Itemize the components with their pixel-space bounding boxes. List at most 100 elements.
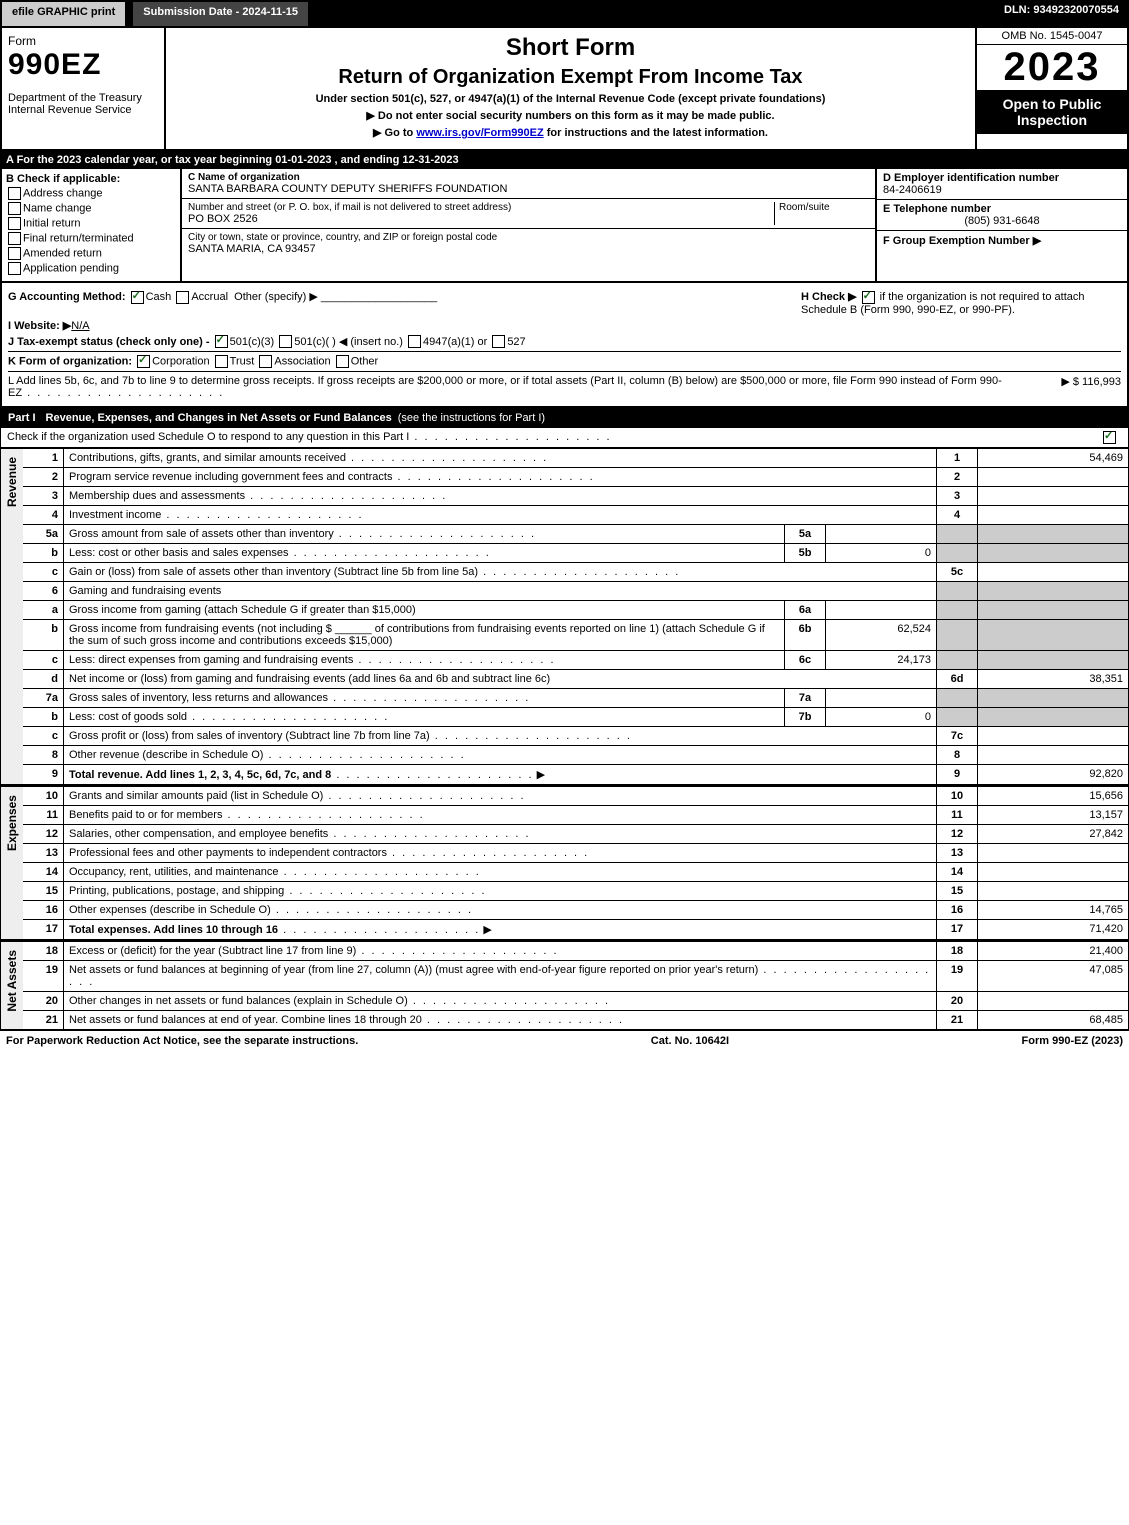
goto-post: for instructions and the latest informat… bbox=[544, 127, 768, 139]
line-2: 2Program service revenue including gover… bbox=[23, 468, 1129, 487]
c-addr-label: Number and street (or P. O. box, if mail… bbox=[188, 202, 774, 213]
line-15: 15Printing, publications, postage, and s… bbox=[23, 882, 1129, 901]
chk-amended-return[interactable]: Amended return bbox=[6, 247, 176, 260]
line-6: 6Gaming and fundraising events bbox=[23, 582, 1129, 601]
irs-link[interactable]: www.irs.gov/Form990EZ bbox=[416, 127, 543, 139]
chk-address-change[interactable]: Address change bbox=[6, 187, 176, 200]
line-6d: dNet income or (loss) from gaming and fu… bbox=[23, 670, 1129, 689]
chk-h[interactable] bbox=[862, 291, 875, 304]
chk-501c3[interactable] bbox=[215, 335, 228, 348]
b-header: B Check if applicable: bbox=[6, 173, 176, 185]
line-6c: cLess: direct expenses from gaming and f… bbox=[23, 651, 1129, 670]
line-6b: bGross income from fundraising events (n… bbox=[23, 620, 1129, 651]
line-9: 9Total revenue. Add lines 1, 2, 3, 4, 5c… bbox=[23, 765, 1129, 785]
line-7b: bLess: cost of goods sold7b0 bbox=[23, 708, 1129, 727]
i-website: I Website: ▶N/A bbox=[8, 319, 1121, 332]
section-b-c-def: B Check if applicable: Address change Na… bbox=[0, 169, 1129, 283]
revenue-table: 1Contributions, gifts, grants, and simil… bbox=[23, 448, 1129, 785]
line-3: 3Membership dues and assessments3 bbox=[23, 487, 1129, 506]
netassets-section: Net Assets 18Excess or (deficit) for the… bbox=[0, 941, 1129, 1031]
revenue-side-label: Revenue bbox=[0, 448, 23, 785]
chk-application-pending[interactable]: Application pending bbox=[6, 262, 176, 275]
k-form-org: K Form of organization: Corporation Trus… bbox=[8, 351, 1121, 368]
submission-date: Submission Date - 2024-11-15 bbox=[131, 0, 310, 28]
chk-other-org[interactable] bbox=[336, 355, 349, 368]
expenses-section: Expenses 10Grants and similar amounts pa… bbox=[0, 786, 1129, 941]
goto-note: ▶ Go to www.irs.gov/Form990EZ for instru… bbox=[172, 126, 969, 139]
chk-initial-return[interactable]: Initial return bbox=[6, 217, 176, 230]
room-suite-label: Room/suite bbox=[779, 202, 869, 213]
c-name-label: C Name of organization bbox=[188, 172, 869, 183]
chk-name-change[interactable]: Name change bbox=[6, 202, 176, 215]
return-title: Return of Organization Exempt From Incom… bbox=[172, 66, 969, 89]
col-def: D Employer identification number 84-2406… bbox=[875, 169, 1127, 281]
open-to-public: Open to Public Inspection bbox=[977, 90, 1127, 134]
chk-accrual[interactable] bbox=[176, 291, 189, 304]
f-group-label: F Group Exemption Number ▶ bbox=[883, 234, 1121, 247]
chk-4947[interactable] bbox=[408, 335, 421, 348]
chk-corp[interactable] bbox=[137, 355, 150, 368]
chk-assoc[interactable] bbox=[259, 355, 272, 368]
form-header: Form 990EZ Department of the Treasury In… bbox=[0, 28, 1129, 151]
section-ghijkl: G Accounting Method: Cash Accrual Other … bbox=[0, 283, 1129, 408]
line-4: 4Investment income4 bbox=[23, 506, 1129, 525]
line-6a: aGross income from gaming (attach Schedu… bbox=[23, 601, 1129, 620]
j-tax-exempt: J Tax-exempt status (check only one) - 5… bbox=[8, 335, 1121, 349]
dln-label: DLN: 93492320070554 bbox=[994, 0, 1129, 28]
part1-title: Revenue, Expenses, and Changes in Net As… bbox=[46, 412, 392, 424]
org-city: SANTA MARIA, CA 93457 bbox=[188, 243, 869, 255]
line-19: 19Net assets or fund balances at beginni… bbox=[23, 961, 1129, 992]
line-18: 18Excess or (deficit) for the year (Subt… bbox=[23, 942, 1129, 961]
c-city-label: City or town, state or province, country… bbox=[188, 232, 869, 243]
revenue-section: Revenue 1Contributions, gifts, grants, a… bbox=[0, 448, 1129, 786]
e-phone-value: (805) 931-6648 bbox=[883, 215, 1121, 227]
chk-527[interactable] bbox=[492, 335, 505, 348]
row-a-calendar-year: A For the 2023 calendar year, or tax yea… bbox=[0, 151, 1129, 169]
line-16: 16Other expenses (describe in Schedule O… bbox=[23, 901, 1129, 920]
netassets-side-label: Net Assets bbox=[0, 941, 23, 1030]
chk-part1-scho[interactable] bbox=[1103, 431, 1116, 444]
line-5b: bLess: cost or other basis and sales exp… bbox=[23, 544, 1129, 563]
chk-501c[interactable] bbox=[279, 335, 292, 348]
dept-treasury: Department of the Treasury Internal Reve… bbox=[8, 92, 158, 116]
footer-left: For Paperwork Reduction Act Notice, see … bbox=[6, 1035, 358, 1047]
h-check: H Check ▶ if the organization is not req… bbox=[801, 290, 1121, 316]
short-form-title: Short Form bbox=[172, 34, 969, 62]
part1-paren: (see the instructions for Part I) bbox=[398, 412, 1121, 424]
chk-final-return[interactable]: Final return/terminated bbox=[6, 232, 176, 245]
netassets-table: 18Excess or (deficit) for the year (Subt… bbox=[23, 941, 1129, 1030]
line-1: 1Contributions, gifts, grants, and simil… bbox=[23, 449, 1129, 468]
part1-check-row: Check if the organization used Schedule … bbox=[0, 428, 1129, 448]
line-14: 14Occupancy, rent, utilities, and mainte… bbox=[23, 863, 1129, 882]
under-section: Under section 501(c), 527, or 4947(a)(1)… bbox=[172, 93, 969, 105]
line-10: 10Grants and similar amounts paid (list … bbox=[23, 787, 1129, 806]
top-bar: efile GRAPHIC print Submission Date - 20… bbox=[0, 0, 1129, 28]
expenses-table: 10Grants and similar amounts paid (list … bbox=[23, 786, 1129, 940]
part1-header: Part I Revenue, Expenses, and Changes in… bbox=[0, 408, 1129, 428]
line-17: 17Total expenses. Add lines 10 through 1… bbox=[23, 920, 1129, 940]
col-b: B Check if applicable: Address change Na… bbox=[2, 169, 182, 281]
footer-form: Form 990-EZ (2023) bbox=[1022, 1035, 1123, 1047]
efile-print-button[interactable]: efile GRAPHIC print bbox=[0, 0, 127, 28]
chk-cash[interactable] bbox=[131, 291, 144, 304]
e-phone-label: E Telephone number bbox=[883, 203, 1121, 215]
expenses-side-label: Expenses bbox=[0, 786, 23, 940]
col-c: C Name of organization SANTA BARBARA COU… bbox=[182, 169, 875, 281]
omb-number: OMB No. 1545-0047 bbox=[977, 28, 1127, 45]
line-20: 20Other changes in net assets or fund ba… bbox=[23, 992, 1129, 1011]
org-address: PO BOX 2526 bbox=[188, 213, 774, 225]
goto-pre: ▶ Go to bbox=[373, 127, 416, 139]
line-5c: cGain or (loss) from sale of assets othe… bbox=[23, 563, 1129, 582]
line-11: 11Benefits paid to or for members1113,15… bbox=[23, 806, 1129, 825]
chk-trust[interactable] bbox=[215, 355, 228, 368]
part1-num: Part I bbox=[8, 412, 36, 424]
tax-year: 2023 bbox=[977, 45, 1127, 90]
form-word: Form bbox=[8, 34, 158, 48]
l-gross-receipts: L Add lines 5b, 6c, and 7b to line 9 to … bbox=[8, 371, 1121, 399]
line-12: 12Salaries, other compensation, and empl… bbox=[23, 825, 1129, 844]
footer-cat: Cat. No. 10642I bbox=[651, 1035, 729, 1047]
ssn-warning: ▶ Do not enter social security numbers o… bbox=[172, 109, 969, 122]
line-7a: 7aGross sales of inventory, less returns… bbox=[23, 689, 1129, 708]
d-ein-label: D Employer identification number bbox=[883, 172, 1121, 184]
org-name: SANTA BARBARA COUNTY DEPUTY SHERIFFS FOU… bbox=[188, 183, 869, 195]
